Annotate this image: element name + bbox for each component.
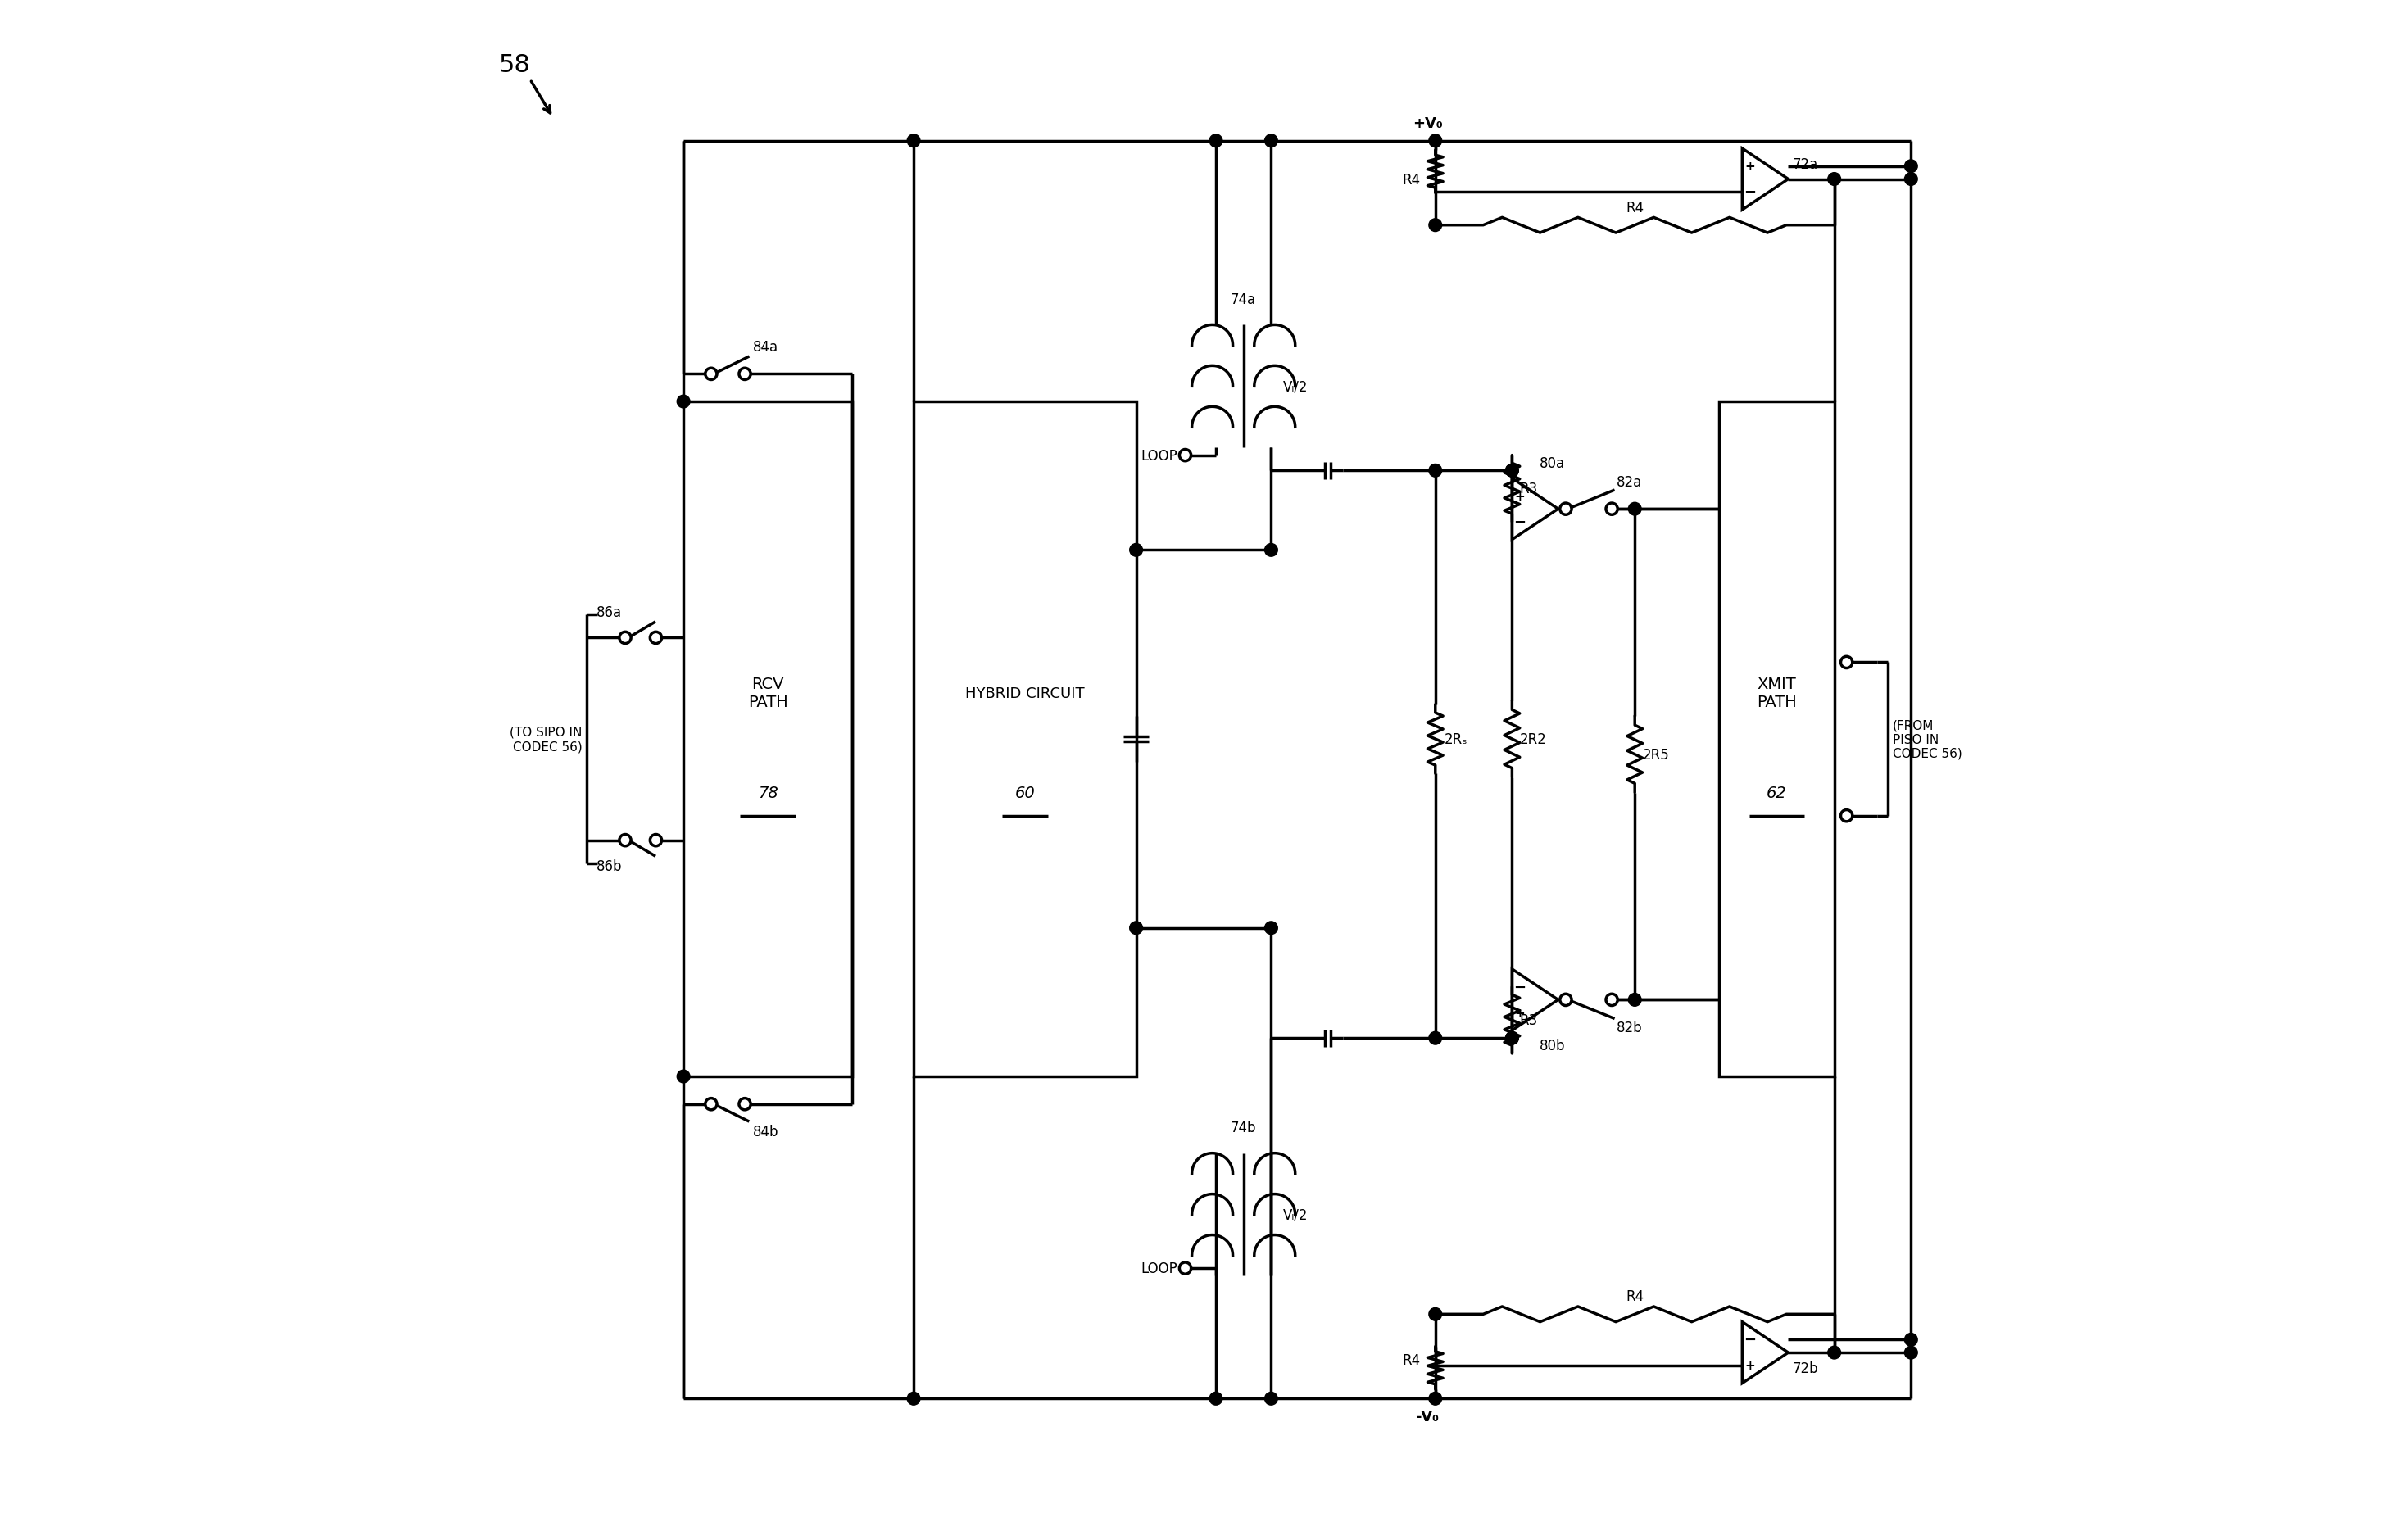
Circle shape (678, 1070, 690, 1083)
Circle shape (1209, 1392, 1221, 1404)
Text: LOOP: LOOP (1140, 1261, 1178, 1275)
Circle shape (1827, 174, 1842, 186)
Circle shape (1506, 465, 1518, 477)
Circle shape (1430, 1032, 1442, 1044)
Text: +: + (1744, 160, 1756, 172)
Text: R4: R4 (1401, 172, 1420, 186)
Circle shape (1130, 544, 1142, 557)
Circle shape (1904, 160, 1918, 174)
Circle shape (1827, 1346, 1842, 1358)
Text: R3: R3 (1521, 1013, 1538, 1027)
Text: 84b: 84b (752, 1124, 778, 1140)
Text: R4: R4 (1626, 200, 1643, 216)
Text: 58: 58 (498, 52, 532, 77)
Circle shape (1430, 1392, 1442, 1404)
Circle shape (908, 136, 920, 148)
Text: −: − (1514, 514, 1526, 530)
Text: R3: R3 (1521, 482, 1538, 496)
Circle shape (1430, 465, 1442, 477)
Text: 78: 78 (757, 785, 778, 801)
Text: −: − (1514, 979, 1526, 995)
Text: 80b: 80b (1540, 1038, 1566, 1053)
Circle shape (1130, 922, 1142, 935)
Circle shape (678, 396, 690, 408)
Text: 2R5: 2R5 (1643, 747, 1669, 762)
Text: 82a: 82a (1617, 474, 1643, 490)
Text: LOOP: LOOP (1140, 448, 1178, 464)
Bar (683, 402, 853, 1076)
Text: +: + (1514, 490, 1526, 502)
Circle shape (1265, 136, 1277, 148)
Text: 84a: 84a (752, 340, 778, 354)
Circle shape (1506, 1032, 1518, 1044)
Circle shape (1506, 465, 1518, 477)
Text: -V₀: -V₀ (1415, 1409, 1439, 1424)
Text: 86b: 86b (596, 859, 623, 873)
Text: RCV
PATH: RCV PATH (747, 676, 788, 710)
Text: 72a: 72a (1794, 157, 1818, 172)
Text: XMIT
PATH: XMIT PATH (1758, 676, 1796, 710)
Text: 62: 62 (1768, 785, 1787, 801)
Text: Vₗ/2: Vₗ/2 (1284, 1207, 1308, 1221)
Circle shape (1506, 1032, 1518, 1044)
Text: 74b: 74b (1231, 1120, 1257, 1135)
Text: (TO SIPO IN
CODEC 56): (TO SIPO IN CODEC 56) (510, 725, 582, 753)
Text: 60: 60 (1015, 785, 1035, 801)
Text: +: + (1514, 1007, 1526, 1019)
Text: HYBRID CIRCUIT: HYBRID CIRCUIT (965, 685, 1085, 701)
Text: (FROM
PISO IN
CODEC 56): (FROM PISO IN CODEC 56) (1892, 719, 1962, 759)
Text: R4: R4 (1401, 1354, 1420, 1368)
Text: +: + (1744, 1360, 1756, 1372)
Text: 74a: 74a (1231, 293, 1257, 306)
Circle shape (1904, 174, 1918, 186)
Text: 80a: 80a (1540, 456, 1566, 471)
Bar (912, 402, 1135, 1076)
Circle shape (1265, 544, 1277, 557)
Circle shape (1629, 504, 1641, 516)
Text: 2R2: 2R2 (1521, 732, 1547, 747)
Circle shape (1265, 922, 1277, 935)
Text: 86a: 86a (596, 605, 623, 619)
Text: −: − (1744, 185, 1756, 200)
Circle shape (908, 1392, 920, 1404)
Circle shape (1430, 136, 1442, 148)
Text: R4: R4 (1626, 1289, 1643, 1303)
Text: −: − (1744, 1332, 1756, 1348)
Text: 82b: 82b (1617, 1019, 1643, 1035)
Circle shape (1629, 993, 1641, 1007)
Circle shape (1430, 219, 1442, 233)
Text: Vₗ/2: Vₗ/2 (1284, 379, 1308, 394)
Bar (1720, 402, 1835, 1076)
Circle shape (1209, 136, 1221, 148)
Circle shape (1265, 1392, 1277, 1404)
Text: 2Rₛ: 2Rₛ (1444, 732, 1468, 747)
Text: +V₀: +V₀ (1413, 116, 1442, 131)
Text: 72b: 72b (1794, 1360, 1818, 1375)
Circle shape (1430, 1307, 1442, 1321)
Circle shape (1904, 1346, 1918, 1358)
Circle shape (1904, 1334, 1918, 1346)
